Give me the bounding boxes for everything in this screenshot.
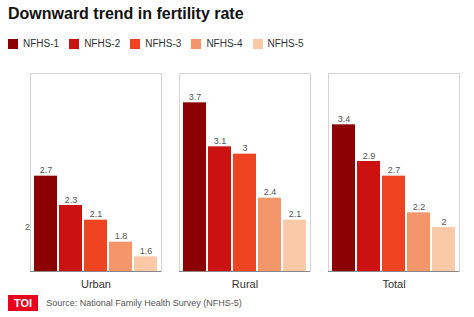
svg-text:3.4: 3.4 bbox=[338, 114, 351, 124]
svg-text:2.7: 2.7 bbox=[40, 165, 53, 175]
html-text:NFHS-3: NFHS-3 bbox=[145, 38, 182, 49]
svg-text:2.1: 2.1 bbox=[289, 209, 302, 219]
html-text:Source: National Family Health: Source: National Family Health Survey (N… bbox=[46, 298, 242, 308]
html-text:Downward trend in fertility ra: Downward trend in fertility rate bbox=[8, 5, 244, 22]
svg-text:3: 3 bbox=[242, 143, 247, 153]
svg-text:1.6: 1.6 bbox=[140, 246, 153, 256]
svg-text:1.8: 1.8 bbox=[115, 231, 128, 241]
svg-text:2.9: 2.9 bbox=[363, 151, 376, 161]
svg-text:3.7: 3.7 bbox=[189, 92, 202, 102]
svg-text:Rural: Rural bbox=[232, 278, 258, 290]
svg-text:2.7: 2.7 bbox=[388, 165, 401, 175]
svg-text:2.4: 2.4 bbox=[264, 187, 277, 197]
html-text:NFHS-5: NFHS-5 bbox=[267, 38, 304, 49]
svg-text:2.2: 2.2 bbox=[413, 202, 426, 212]
svg-text:3.1: 3.1 bbox=[214, 136, 227, 146]
html-text:NFHS-2: NFHS-2 bbox=[84, 38, 121, 49]
html-text:NFHS-1: NFHS-1 bbox=[23, 38, 60, 49]
svg-text:2: 2 bbox=[25, 222, 30, 232]
svg-text:2: 2 bbox=[441, 217, 446, 227]
svg-text:Total: Total bbox=[382, 278, 405, 290]
svg-text:2.1: 2.1 bbox=[90, 209, 103, 219]
html-text:TOI: TOI bbox=[14, 297, 33, 309]
html-text:NFHS-4: NFHS-4 bbox=[206, 38, 243, 49]
svg-text:Urban: Urban bbox=[81, 278, 111, 290]
svg-text:2.3: 2.3 bbox=[65, 195, 78, 205]
